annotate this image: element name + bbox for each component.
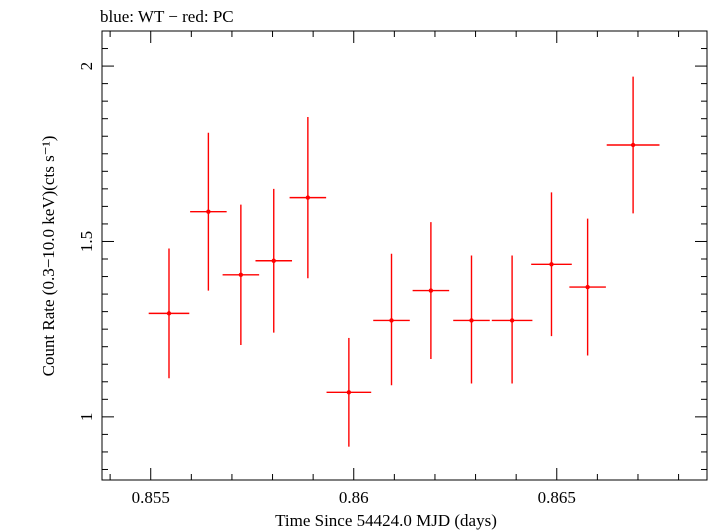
data-point: [549, 262, 554, 267]
y-axis: 11.52: [77, 30, 707, 470]
x-tick-label: 0.86: [339, 488, 369, 507]
data-series-pc: [148, 76, 660, 447]
data-point: [305, 195, 311, 200]
y-tick-label: 2: [77, 62, 96, 71]
data-point: [509, 318, 515, 323]
y-axis-label: Count Rate (0.3−10.0 keV)(cts s⁻¹): [39, 136, 58, 377]
data-point: [428, 288, 434, 293]
x-axis: 0.855 0.86 0.865: [109, 31, 680, 507]
data-point: [630, 142, 636, 148]
x-tick-label: 0.865: [538, 488, 576, 507]
y-tick-label: 1.5: [77, 231, 96, 252]
data-point: [271, 258, 276, 263]
data-point: [238, 272, 244, 277]
data-point: [585, 284, 590, 290]
x-tick-label: 0.855: [132, 488, 170, 507]
data-point: [389, 318, 394, 323]
data-point: [469, 318, 474, 323]
chart-title: blue: WT − red: PC: [100, 7, 234, 26]
plot-frame: [101, 30, 708, 481]
data-point: [166, 311, 172, 316]
data-point: [346, 390, 352, 395]
y-tick-label: 1: [77, 413, 96, 422]
x-axis-label: Time Since 54424.0 MJD (days): [275, 511, 497, 530]
data-point: [206, 209, 211, 214]
